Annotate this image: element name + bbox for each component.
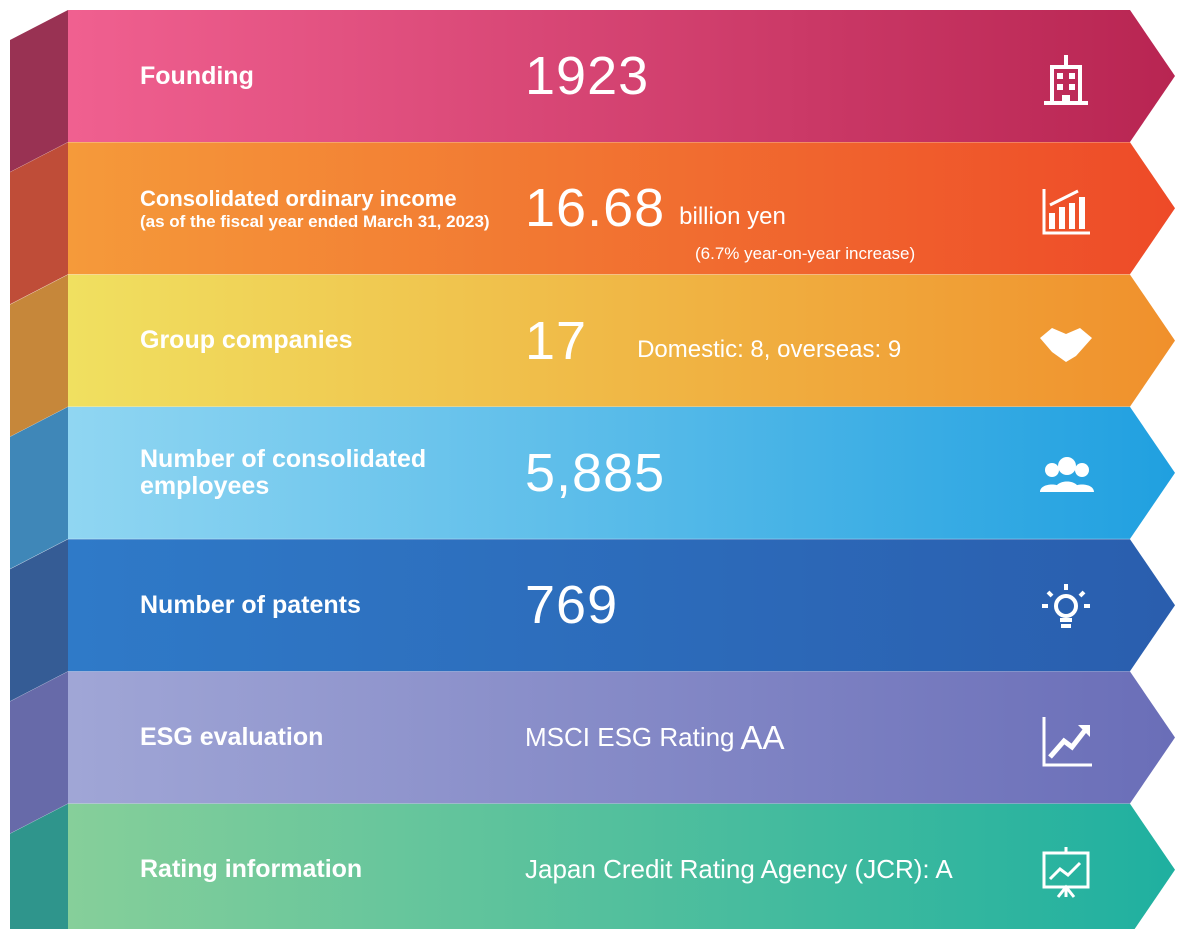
label: ESG evaluation <box>140 723 324 751</box>
ribbon <box>68 803 1175 929</box>
value-block: 16.68 billion yen <box>525 142 786 274</box>
note: Domestic: 8, overseas: 9 <box>637 335 902 363</box>
ribbon <box>68 142 1175 275</box>
value-block: 17 Domestic: 8, overseas: 9 <box>525 275 901 407</box>
label: Founding <box>140 61 254 90</box>
value: 5,885 <box>525 442 666 503</box>
row: ESG evaluation MSCI ESG Rating AA <box>68 672 1108 804</box>
sublabel: (as of the fiscal year ended March 31, 2… <box>140 212 490 232</box>
icon <box>1044 55 1088 105</box>
icon <box>1042 716 1092 766</box>
ribbon-fold <box>10 142 68 305</box>
ribbon-fold <box>10 274 68 437</box>
value: AA <box>740 718 785 756</box>
label-block: Founding <box>140 10 510 142</box>
label: Rating information <box>140 855 363 884</box>
value-text: MSCI ESG Rating <box>525 722 735 752</box>
ribbon-fold <box>10 539 68 702</box>
row: Consolidated ordinary income (as of the f… <box>68 142 1108 274</box>
label: Consolidated ordinary income <box>140 186 457 212</box>
label-block: ESG evaluation <box>140 672 510 804</box>
value-block: MSCI ESG Rating AA <box>525 672 785 804</box>
icon <box>1042 584 1090 629</box>
icon <box>1042 846 1090 898</box>
ribbon <box>68 539 1175 672</box>
ribbon <box>68 10 1175 142</box>
value: 1923 <box>525 46 650 106</box>
row: Founding 1923 <box>68 10 1108 142</box>
label: Group companies <box>140 326 353 355</box>
label-block: Group companies <box>140 275 510 407</box>
label-block: Rating information <box>140 804 510 929</box>
unit: billion yen <box>679 203 786 231</box>
icon <box>1040 327 1092 362</box>
icon <box>1040 456 1094 492</box>
ribbon <box>68 406 1175 539</box>
value-block: 1923 <box>525 10 649 142</box>
ribbon <box>68 274 1175 407</box>
ribbon-fold <box>10 10 68 172</box>
value-block: Japan Credit Rating Agency (JCR): A <box>525 804 953 929</box>
label: Number of consolidated employees <box>140 444 427 500</box>
ribbon-fold <box>10 671 68 834</box>
note: (6.7% year-on-year increase) <box>695 244 916 264</box>
value-block: 5,885 <box>525 407 665 539</box>
value-text: Japan Credit Rating Agency (JCR): A <box>525 854 953 885</box>
label-block: Number of consolidated employees <box>140 407 510 539</box>
label: Number of patents <box>140 590 361 619</box>
ribbon <box>68 671 1175 804</box>
ribbon-fold <box>10 803 68 929</box>
label-block: Number of patents <box>140 539 510 671</box>
row: Rating information Japan Credit Rating Ag… <box>68 804 1108 929</box>
icon <box>1042 189 1090 235</box>
row: Group companies 17 Domestic: 8, overseas: … <box>68 275 1108 407</box>
ribbon-fold <box>10 406 68 569</box>
label-block: Consolidated ordinary income (as of the f… <box>140 142 510 274</box>
row: Number of patents 769 <box>68 539 1108 671</box>
value: 17 <box>525 310 588 371</box>
row: Number of consolidated employees 5,885 <box>68 407 1108 539</box>
value: 769 <box>525 575 619 636</box>
value-block: 769 <box>525 539 618 671</box>
value: 16.68 <box>525 178 666 239</box>
